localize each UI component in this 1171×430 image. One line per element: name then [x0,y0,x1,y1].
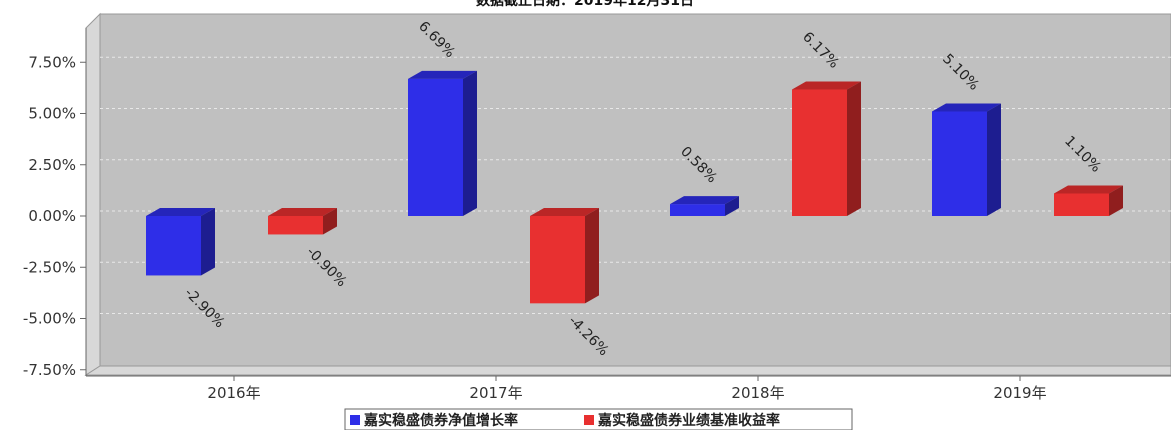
bar [530,208,599,304]
chart-title: 数据截止日期：2019年12月31日 [476,0,694,9]
plot-left-wall [85,12,101,376]
bar [268,208,337,235]
plot-floor [84,365,1171,376]
bar-front [408,78,463,216]
bar [932,103,1001,216]
y-tick-label: 0.00% [28,207,76,225]
bar-top [530,208,599,216]
legend-label-series-1: 嘉实稳盛债券净值增长率 [363,412,518,429]
bar-side [201,208,215,276]
legend-label-series-2: 嘉实稳盛债券业绩基准收益率 [597,412,780,429]
bar-side [1109,185,1123,216]
x-tick-label: 2018年 [731,384,784,402]
y-tick-label: -2.50% [23,258,76,276]
bar [1054,185,1123,216]
bar-front [1054,193,1109,216]
bar-front [932,111,987,216]
bar-front [792,89,847,216]
grid-lines [100,56,1171,314]
bar-top [670,196,739,205]
bars [146,70,1123,304]
bar-top [146,208,215,216]
plot-area [84,12,1171,376]
y-tick-label: 7.50% [28,53,76,71]
bar-top [1054,185,1123,194]
bar-side [725,196,739,216]
bar-front [268,216,323,235]
bar-front [146,216,201,276]
bar-side [847,81,861,216]
y-tick-label: 5.00% [28,105,76,123]
bar-top [268,208,337,216]
bar-front [670,204,725,216]
legend-box [344,408,853,430]
bar [408,70,477,216]
bar-top [932,103,1001,112]
bar [670,196,739,216]
x-tick-label: 2017年 [469,384,522,402]
y-tick-label: -7.50% [23,361,76,379]
x-axis: 2016年 2017年 2018年 2019年 [86,375,1171,402]
legend-swatch-series-1 [350,415,360,425]
legend: 嘉实稳盛债券净值增长率 嘉实稳盛债券业绩基准收益率 [344,408,853,430]
bar-front [530,216,585,304]
x-tick-label: 2019年 [993,384,1046,402]
bar [146,208,215,276]
y-tick-label: 2.50% [28,156,76,174]
legend-swatch-series-2 [584,415,594,425]
bar-side [987,103,1001,216]
bar-side [463,70,477,216]
x-tick-label: 2016年 [207,384,260,402]
bar-top [408,70,477,79]
bar-side [585,208,599,304]
y-tick-label: -5.00% [23,310,76,328]
bar-top [792,81,861,90]
bar [792,81,861,216]
bar-side [323,208,337,235]
y-axis: 7.50% 5.00% 2.50% 0.00% -2.50% -5.00% -7.50% [23,28,87,379]
